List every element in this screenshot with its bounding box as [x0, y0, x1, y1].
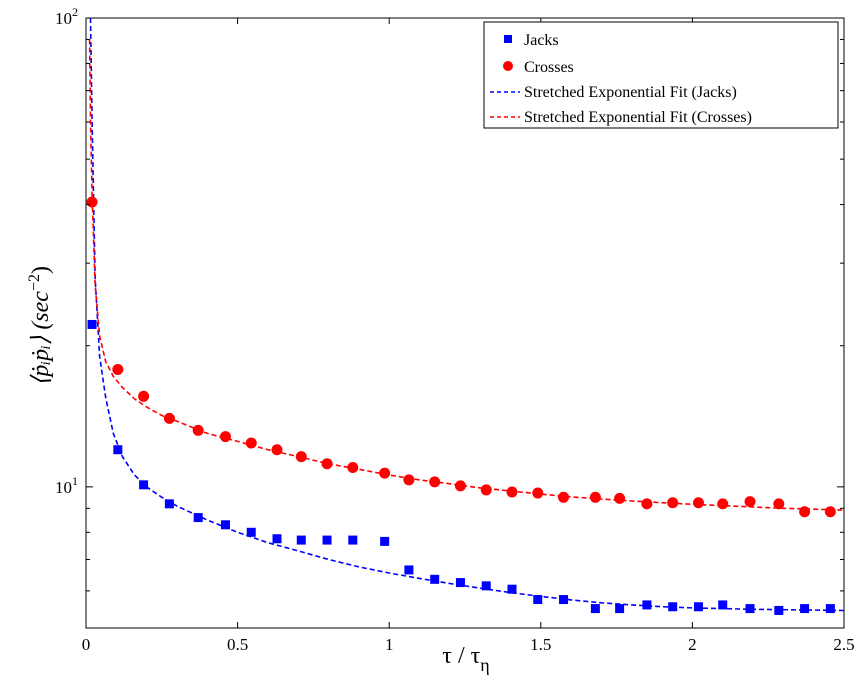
data-point-crosses: [379, 467, 391, 479]
legend-jacks-fit-label: Stretched Exponential Fit (Jacks): [524, 84, 737, 101]
data-point-jacks: [246, 527, 256, 537]
data-point-crosses: [558, 491, 570, 503]
plot-frame: [85, 17, 845, 629]
data-point-crosses: [773, 498, 785, 510]
data-point-jacks: [745, 604, 755, 614]
data-point-jacks: [800, 604, 810, 614]
data-point-crosses: [454, 480, 466, 492]
x-axis-label-main: τ / τ: [442, 643, 480, 669]
x-tick-label: 0.5: [227, 635, 248, 654]
data-point-jacks: [507, 584, 517, 594]
x-tick-label: 0: [82, 635, 91, 654]
data-point-crosses: [614, 492, 626, 504]
data-point-crosses: [163, 412, 175, 424]
data-point-crosses: [667, 497, 679, 509]
x-tick-label: 1: [385, 635, 394, 654]
data-point-crosses: [641, 498, 653, 510]
data-point-jacks: [404, 565, 414, 575]
data-point-crosses: [219, 431, 231, 443]
fit-line-crosses: [88, 39, 845, 511]
data-point-crosses: [321, 458, 333, 470]
data-point-jacks: [164, 499, 174, 509]
data-point-jacks: [718, 600, 728, 610]
y-tick-label: 101: [55, 474, 78, 497]
data-point-crosses: [589, 491, 601, 503]
x-axis-ticks: 0 0.5 1 1.5 2 2.5: [82, 18, 855, 654]
legend-crosses-fit-label: Stretched Exponential Fit (Crosses): [524, 109, 752, 126]
x-axis-label-subscript: η: [480, 655, 489, 675]
data-point-jacks: [430, 574, 440, 584]
data-point-jacks: [615, 604, 625, 614]
data-point-jacks: [87, 319, 97, 329]
data-point-crosses: [295, 451, 307, 463]
data-point-crosses: [717, 498, 729, 510]
data-point-crosses: [692, 497, 704, 509]
x-tick-label: 1.5: [530, 635, 551, 654]
data-point-crosses: [245, 437, 257, 449]
data-point-jacks: [559, 595, 569, 605]
data-point-jacks: [590, 604, 600, 614]
legend: Jacks Crosses Stretched Exponential Fit …: [483, 21, 839, 129]
data-point-jacks: [774, 605, 784, 615]
data-point-crosses: [532, 487, 544, 499]
data-point-jacks: [668, 602, 678, 612]
data-point-crosses: [744, 496, 756, 508]
data-points-layer: [86, 196, 836, 615]
data-point-jacks: [296, 535, 306, 545]
x-tick-label: 2.5: [833, 635, 854, 654]
legend-box: [483, 21, 839, 129]
fit-lines-layer: [88, 17, 845, 612]
data-point-crosses: [403, 474, 415, 486]
data-point-jacks: [533, 595, 543, 605]
fit-line-jacks: [89, 17, 845, 612]
data-point-crosses: [824, 506, 836, 518]
data-point-crosses: [429, 476, 441, 488]
legend-crosses-marker: [503, 61, 513, 71]
data-point-jacks: [455, 578, 465, 588]
data-point-crosses: [138, 390, 150, 402]
data-point-jacks: [272, 534, 282, 544]
data-point-jacks: [380, 536, 390, 546]
data-point-crosses: [347, 461, 359, 473]
data-point-jacks: [322, 535, 332, 545]
data-point-jacks: [348, 535, 358, 545]
y-axis-label-main: ⟨ṗᵢṗᵢ⟩ (sec: [28, 291, 54, 386]
y-axis-label: ⟨ṗᵢṗᵢ⟩ (sec−2): [26, 266, 54, 386]
x-tick-label: 2: [688, 635, 697, 654]
data-point-jacks: [481, 581, 491, 591]
data-point-jacks: [193, 513, 203, 523]
data-point-jacks: [642, 600, 652, 610]
legend-jacks-label: Jacks: [524, 32, 559, 49]
y-tick-label: 102: [55, 5, 78, 28]
y-axis-label-superscript: −2: [26, 274, 43, 291]
x-axis-label: τ / τη: [442, 643, 489, 675]
data-point-crosses: [506, 486, 518, 498]
legend-crosses-label: Crosses: [524, 59, 574, 76]
data-point-jacks: [693, 602, 703, 612]
data-point-crosses: [112, 363, 124, 375]
y-axis-ticks: 101 102: [55, 5, 844, 629]
y-axis-label-close: ): [28, 266, 54, 274]
data-point-crosses: [86, 196, 98, 208]
data-point-jacks: [220, 520, 230, 530]
data-point-crosses: [271, 444, 283, 456]
data-point-crosses: [799, 506, 811, 518]
data-point-jacks: [139, 480, 149, 490]
data-point-crosses: [192, 424, 204, 436]
data-point-crosses: [480, 484, 492, 496]
data-point-jacks: [113, 445, 123, 455]
legend-jacks-marker: [504, 35, 512, 43]
data-point-jacks: [825, 604, 835, 614]
